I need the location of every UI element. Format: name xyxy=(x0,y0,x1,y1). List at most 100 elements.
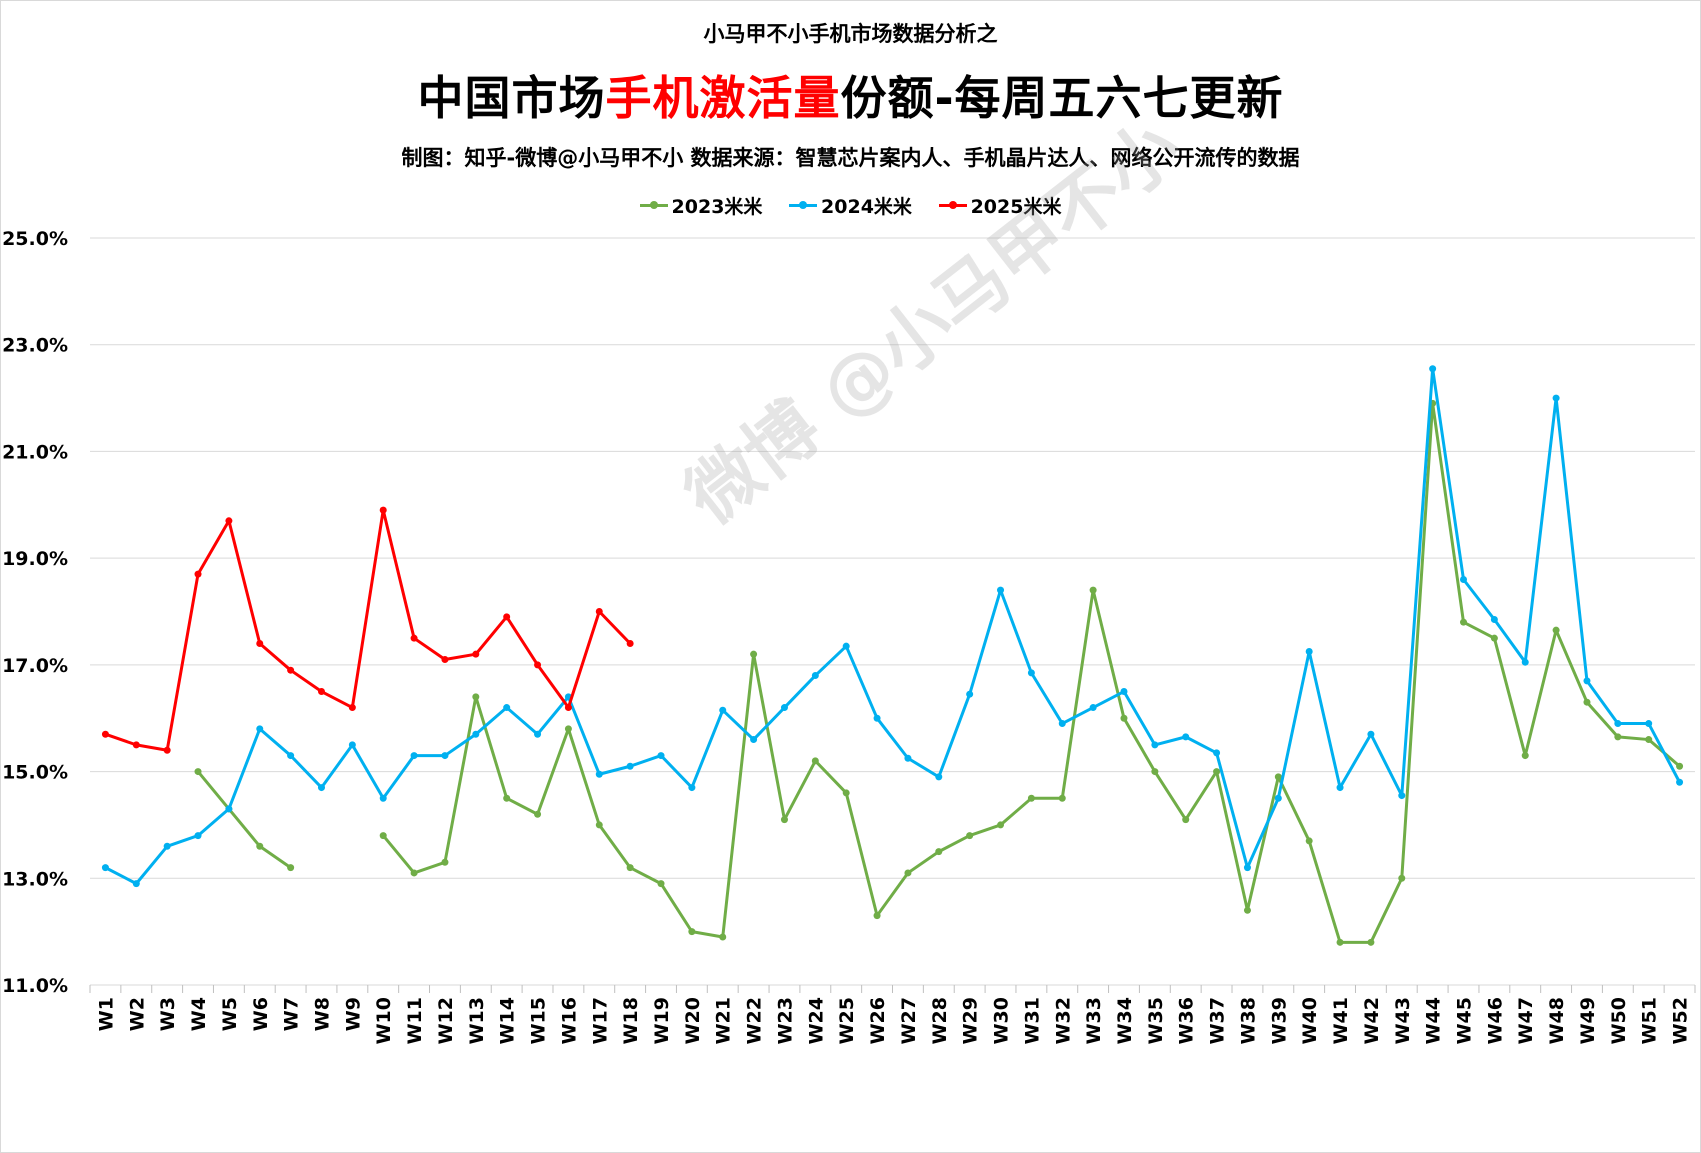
data-point xyxy=(935,848,943,856)
x-tick-label: W43 xyxy=(1392,997,1414,1044)
legend-swatch-2025 xyxy=(938,201,967,209)
data-point xyxy=(379,832,387,840)
data-point xyxy=(1614,720,1622,728)
data-point xyxy=(1460,575,1468,583)
x-tick-label: W16 xyxy=(558,997,580,1044)
x-tick-label: W9 xyxy=(342,997,364,1031)
x-tick-label: W11 xyxy=(404,997,426,1044)
data-point xyxy=(410,869,418,877)
x-tick-label: W40 xyxy=(1299,997,1321,1044)
chart-legend: 2023米米 2024米米 2025米米 xyxy=(0,190,1701,219)
y-tick-label: 23.0% xyxy=(2,335,68,357)
data-point xyxy=(194,768,202,776)
data-point xyxy=(688,928,696,936)
data-point xyxy=(1089,704,1097,712)
data-point xyxy=(966,690,974,698)
data-point xyxy=(472,730,480,738)
data-point xyxy=(564,725,572,733)
y-axis-ticks: 25.0% 23.0% 21.0% 19.0% 17.0% 15.0% 13.0% 11.0% xyxy=(2,228,68,997)
y-tick-label: 19.0% xyxy=(2,548,68,570)
x-tick-label: W28 xyxy=(929,997,951,1044)
legend-swatch-2024 xyxy=(789,201,818,209)
series-0 xyxy=(194,399,1684,946)
title-part-1: 中国市场 xyxy=(417,71,606,125)
data-point xyxy=(410,634,418,642)
data-point xyxy=(534,810,542,818)
x-tick-label: W22 xyxy=(744,997,766,1044)
data-point xyxy=(348,741,356,749)
data-point xyxy=(780,704,788,712)
x-tick-label: W37 xyxy=(1207,997,1229,1044)
data-point xyxy=(595,608,603,615)
data-point xyxy=(1336,938,1344,946)
data-point xyxy=(225,805,233,813)
data-point xyxy=(1243,864,1251,872)
legend-label-2025: 2025米米 xyxy=(970,196,1062,218)
legend-item-2025: 2025米米 xyxy=(938,192,1062,219)
data-point xyxy=(1460,618,1468,626)
series-line xyxy=(196,770,292,869)
x-tick-label: W42 xyxy=(1361,997,1383,1044)
data-point xyxy=(1676,778,1684,786)
data-point xyxy=(1305,837,1313,845)
data-point xyxy=(441,656,449,664)
data-point xyxy=(1429,365,1437,373)
data-point xyxy=(750,736,758,744)
data-point xyxy=(441,858,449,866)
data-point xyxy=(472,693,480,701)
data-point xyxy=(1305,648,1313,656)
x-tick-label: W3 xyxy=(157,997,179,1031)
y-tick-label: 15.0% xyxy=(2,762,68,784)
data-point xyxy=(873,912,881,920)
data-point xyxy=(626,762,634,770)
data-point xyxy=(780,816,788,824)
data-point xyxy=(1521,752,1529,760)
data-point xyxy=(256,725,264,733)
data-point xyxy=(1120,688,1128,696)
data-point xyxy=(101,730,109,738)
data-point xyxy=(1676,762,1684,770)
x-tick-label: W44 xyxy=(1423,997,1445,1044)
data-point xyxy=(472,650,480,658)
x-tick-label: W2 xyxy=(126,997,148,1031)
x-tick-label: W19 xyxy=(651,997,673,1044)
x-tick-label: W17 xyxy=(589,997,611,1044)
data-point xyxy=(997,821,1005,829)
x-tick-label: W27 xyxy=(898,997,920,1044)
x-tick-label: W39 xyxy=(1268,997,1290,1044)
x-tick-label: W10 xyxy=(373,997,395,1044)
data-point xyxy=(534,661,542,669)
chart-title: 中国市场手机激活量份额-每周五六七更新 xyxy=(0,62,1701,128)
data-point xyxy=(503,704,511,712)
data-point xyxy=(132,880,140,888)
legend-item-2023: 2023米米 xyxy=(639,192,762,219)
data-point xyxy=(1274,773,1282,781)
data-point xyxy=(194,832,202,840)
x-tick-label: W48 xyxy=(1546,997,1568,1044)
series-1 xyxy=(101,365,1684,888)
x-tick-label: W49 xyxy=(1577,997,1599,1044)
data-point xyxy=(1089,586,1097,594)
x-tick-label: W38 xyxy=(1237,997,1259,1044)
data-point xyxy=(441,752,449,760)
data-point xyxy=(503,613,511,621)
data-point xyxy=(287,752,295,760)
data-point xyxy=(287,864,295,872)
data-point xyxy=(966,832,974,840)
x-tick-label: W32 xyxy=(1052,997,1074,1044)
data-point xyxy=(101,864,109,872)
data-point xyxy=(1058,720,1066,728)
data-point xyxy=(1151,768,1159,776)
data-point xyxy=(287,666,295,674)
x-tick-label: W24 xyxy=(805,997,827,1044)
data-point xyxy=(811,757,819,765)
x-tick-label: W1 xyxy=(95,997,117,1031)
x-tick-label: W45 xyxy=(1454,997,1476,1044)
series-2 xyxy=(101,506,634,754)
data-point xyxy=(1182,733,1190,741)
data-point xyxy=(842,789,850,797)
data-point xyxy=(410,752,418,760)
data-point xyxy=(1552,626,1560,634)
data-point xyxy=(1213,768,1221,776)
data-point xyxy=(1645,720,1653,728)
